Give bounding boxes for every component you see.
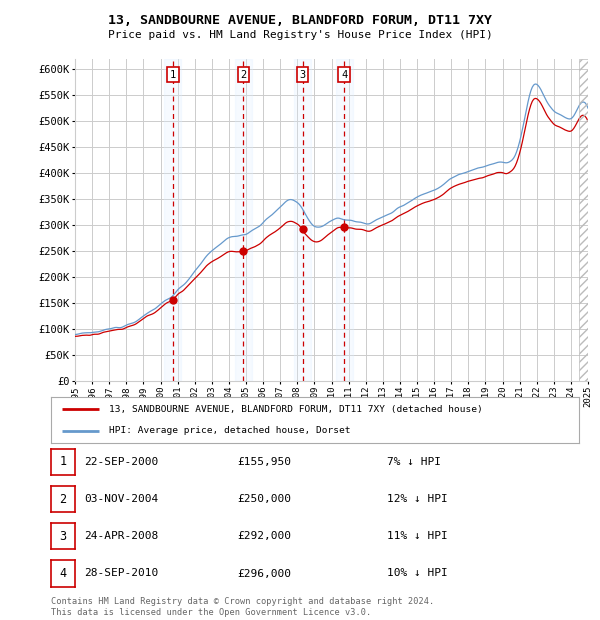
- Bar: [580, 59, 588, 381]
- Bar: [164, 59, 181, 381]
- Text: 3: 3: [299, 69, 306, 79]
- Text: Contains HM Land Registry data © Crown copyright and database right 2024.
This d: Contains HM Land Registry data © Crown c…: [51, 598, 434, 617]
- Text: HPI: Average price, detached house, Dorset: HPI: Average price, detached house, Dors…: [109, 426, 350, 435]
- Text: £155,950: £155,950: [237, 457, 291, 467]
- Text: 11% ↓ HPI: 11% ↓ HPI: [387, 531, 448, 541]
- Text: 03-NOV-2004: 03-NOV-2004: [84, 494, 158, 504]
- Text: 24-APR-2008: 24-APR-2008: [84, 531, 158, 541]
- Text: £296,000: £296,000: [237, 569, 291, 578]
- Text: 28-SEP-2010: 28-SEP-2010: [84, 569, 158, 578]
- Text: £250,000: £250,000: [237, 494, 291, 504]
- Text: 13, SANDBOURNE AVENUE, BLANDFORD FORUM, DT11 7XY: 13, SANDBOURNE AVENUE, BLANDFORD FORUM, …: [108, 14, 492, 27]
- Text: 4: 4: [59, 567, 67, 580]
- Bar: [335, 59, 353, 381]
- Text: 13, SANDBOURNE AVENUE, BLANDFORD FORUM, DT11 7XY (detached house): 13, SANDBOURNE AVENUE, BLANDFORD FORUM, …: [109, 405, 483, 414]
- Bar: [235, 59, 252, 381]
- Text: 3: 3: [59, 530, 67, 542]
- Text: 2: 2: [59, 493, 67, 505]
- Text: 4: 4: [341, 69, 347, 79]
- Text: 2: 2: [240, 69, 247, 79]
- Bar: [294, 59, 311, 381]
- Text: 12% ↓ HPI: 12% ↓ HPI: [387, 494, 448, 504]
- Text: 22-SEP-2000: 22-SEP-2000: [84, 457, 158, 467]
- Text: Price paid vs. HM Land Registry's House Price Index (HPI): Price paid vs. HM Land Registry's House …: [107, 30, 493, 40]
- Text: 1: 1: [170, 69, 176, 79]
- Text: 7% ↓ HPI: 7% ↓ HPI: [387, 457, 441, 467]
- Text: £292,000: £292,000: [237, 531, 291, 541]
- Text: 10% ↓ HPI: 10% ↓ HPI: [387, 569, 448, 578]
- Text: 1: 1: [59, 456, 67, 468]
